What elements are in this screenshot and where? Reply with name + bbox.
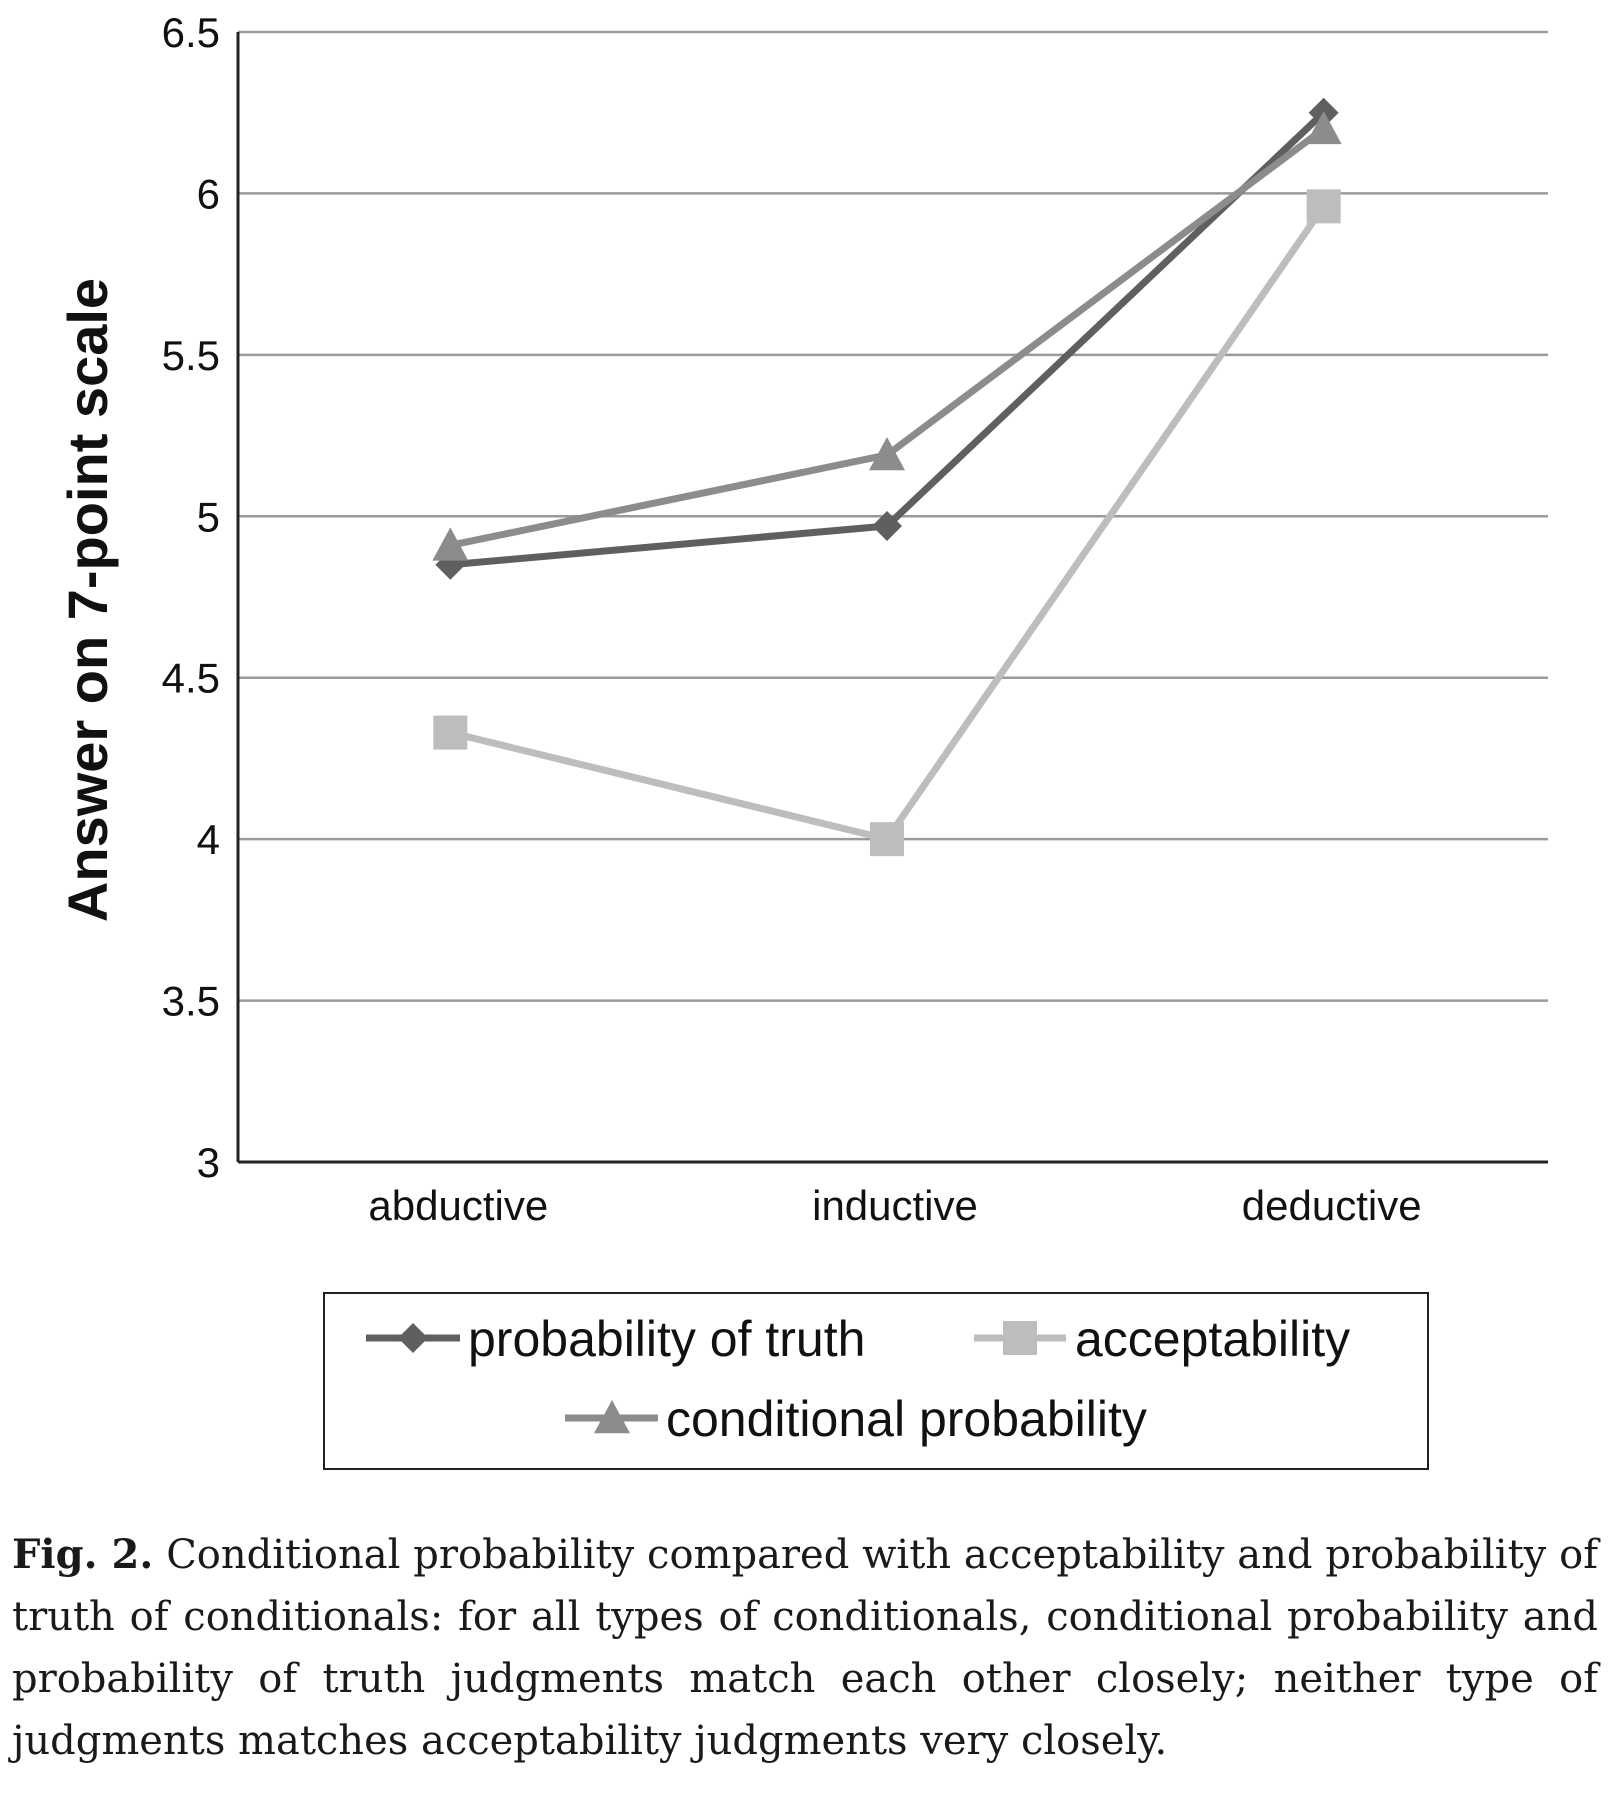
y-tick-label: 5.5 — [162, 332, 220, 379]
series-line — [450, 110, 1327, 569]
series-conditional-probability — [432, 110, 1342, 561]
y-axis-title: Answer on 7-point scale — [56, 278, 119, 922]
figure-caption: Fig. 2. Conditional probability compared… — [12, 1524, 1598, 1772]
legend-marker — [398, 1323, 428, 1353]
y-tick-label: 4 — [197, 816, 220, 863]
legend-item: conditional probability — [565, 1391, 1147, 1447]
legend: probability of truth acceptability conditi… — [323, 1292, 1429, 1470]
data-point — [433, 715, 468, 750]
y-tick-label: 6.5 — [162, 9, 220, 56]
data-point — [870, 822, 904, 857]
legend-marker — [1003, 1321, 1037, 1355]
axes: Answer on 7-point scale 3 3.5 4 4.5 5 5.5 6 6.5… — [56, 9, 1548, 1229]
figure-label: Fig. 2. — [12, 1531, 154, 1578]
legend-item: acceptability — [974, 1311, 1350, 1367]
series-acceptability — [433, 189, 1341, 857]
x-tick-label: abductive — [368, 1182, 548, 1229]
y-tick-label: 3 — [197, 1139, 220, 1186]
legend-item: probability of truth — [366, 1311, 865, 1367]
legend-label: probability of truth — [468, 1311, 865, 1367]
legend-label: acceptability — [1075, 1311, 1350, 1367]
series — [432, 97, 1342, 857]
x-tick-label: inductive — [812, 1182, 978, 1229]
x-tick-label: deductive — [1242, 1182, 1422, 1229]
gridlines — [238, 30, 1548, 1002]
series-line — [449, 126, 1326, 549]
data-point — [869, 436, 905, 471]
y-tick-label: 4.5 — [162, 655, 220, 702]
line-chart: Answer on 7-point scale 3 3.5 4 4.5 5 5.5 6 6.5… — [56, 9, 1548, 1470]
y-tick-label: 6 — [197, 170, 220, 217]
data-point — [1306, 189, 1341, 224]
legend-marker — [594, 1400, 630, 1434]
caption-text: Conditional probability compared with ac… — [12, 1532, 1599, 1764]
series-probability-of-truth — [435, 97, 1339, 580]
y-tick-label: 5 — [197, 493, 220, 540]
legend-box — [323, 1292, 1429, 1470]
data-point — [1305, 110, 1342, 145]
data-point — [872, 510, 902, 541]
legend-label: conditional probability — [666, 1391, 1147, 1447]
chart-container: Answer on 7-point scale 3 3.5 4 4.5 5 5.5 6 6.5… — [56, 9, 1548, 1470]
data-point — [432, 527, 469, 561]
y-tick-label: 3.5 — [162, 978, 220, 1025]
